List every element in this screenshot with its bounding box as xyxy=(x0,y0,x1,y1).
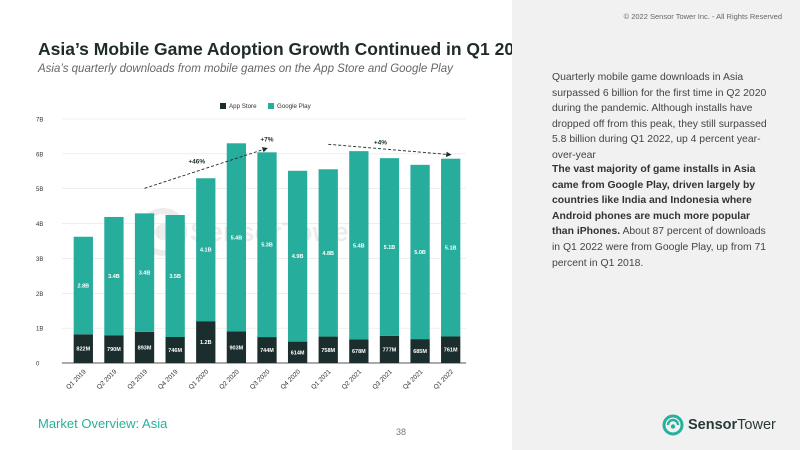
brand-name-bold: Sensor xyxy=(688,417,738,433)
data-label-app-store: 758M xyxy=(321,348,335,354)
data-label-google-play: 5.1B xyxy=(445,246,457,252)
bar-app-store xyxy=(410,339,430,363)
insight-paragraph-2-rest: About 87 percent of downloads in Q1 2022… xyxy=(552,226,767,269)
x-tick-label: Q3 2021 xyxy=(371,368,394,391)
brand-name-light: Tower xyxy=(737,417,776,433)
data-label-app-store: 761M xyxy=(444,348,458,354)
growth-annotation: +46% xyxy=(188,158,205,165)
data-label-google-play: 4.9B xyxy=(292,254,304,260)
y-tick-label: 1B xyxy=(36,327,43,333)
data-label-google-play: 3.4B xyxy=(108,274,120,280)
bar-google-play xyxy=(73,236,93,335)
page-subtitle: Asia’s quarterly downloads from mobile g… xyxy=(38,63,453,75)
bar-app-store xyxy=(226,331,247,363)
bar-app-store xyxy=(196,321,216,363)
growth-annotation: +7% xyxy=(260,136,273,143)
copyright-notice: © 2022 Sensor Tower Inc. - All Rights Re… xyxy=(623,12,782,21)
data-label-google-play: 5.4B xyxy=(231,235,243,241)
sensor-tower-logo: SensorTower xyxy=(662,414,776,436)
x-tick-label: Q3 2019 xyxy=(126,368,149,391)
y-tick-label: 0 xyxy=(36,362,40,368)
bar-app-store xyxy=(441,336,461,363)
data-label-google-play: 2.8B xyxy=(77,284,89,290)
x-tick-label: Q4 2020 xyxy=(279,368,302,391)
bar-google-play xyxy=(134,213,155,332)
data-label-google-play: 3.4B xyxy=(139,271,151,277)
sidebar-panel xyxy=(512,0,800,450)
bar-app-store xyxy=(318,336,338,363)
data-label-app-store: 893M xyxy=(138,345,152,351)
bar-google-play xyxy=(287,170,308,342)
bar-google-play xyxy=(410,164,430,340)
data-label-google-play: 5.3B xyxy=(261,243,273,249)
sensor-tower-logo-icon xyxy=(662,414,684,436)
bar-app-store xyxy=(287,341,308,363)
legend-label-google-play: Google Play xyxy=(277,103,312,110)
data-label-google-play: 5.0B xyxy=(414,250,426,256)
data-label-app-store: 903M xyxy=(230,345,244,351)
growth-annotation: +4% xyxy=(374,139,387,146)
data-label-app-store: 614M xyxy=(291,350,305,356)
content-panel: Asia’s Mobile Game Adoption Growth Conti… xyxy=(36,39,534,437)
data-label-app-store: 744M xyxy=(260,348,274,354)
data-label-app-store: 822M xyxy=(76,347,90,353)
page-title: Asia’s Mobile Game Adoption Growth Conti… xyxy=(38,39,534,59)
insight-paragraph-2-bold: The vast majority of game installs in As… xyxy=(552,164,756,238)
data-label-google-play: 5.4B xyxy=(353,243,365,249)
bar-google-play xyxy=(165,214,185,337)
x-tick-label: Q1 2020 xyxy=(188,368,211,391)
legend-label-app-store: App Store xyxy=(229,103,257,110)
bar-google-play xyxy=(196,178,216,322)
x-tick-label: Q4 2019 xyxy=(157,368,180,391)
data-label-google-play: 4.1B xyxy=(200,248,212,254)
x-tick-label: Q1 2022 xyxy=(433,368,456,391)
x-tick-label: Q1 2019 xyxy=(65,368,88,391)
trend-arrow xyxy=(144,147,268,189)
x-tick-label: Q4 2021 xyxy=(402,368,425,391)
bar-google-play xyxy=(441,158,461,337)
data-label-app-store: 1.2B xyxy=(200,340,212,346)
data-label-app-store: 746M xyxy=(168,348,182,354)
y-tick-label: 2B xyxy=(36,292,43,298)
bar-app-store xyxy=(134,331,155,363)
legend-swatch-app-store xyxy=(220,103,226,109)
y-tick-label: 7B xyxy=(36,118,43,124)
data-label-app-store: 777M xyxy=(383,347,397,353)
section-label: Market Overview: Asia xyxy=(38,416,168,431)
data-label-app-store: 678M xyxy=(352,349,366,355)
bar-app-store xyxy=(165,336,185,363)
brand-name: SensorTower xyxy=(688,417,776,433)
bar-google-play xyxy=(318,169,338,337)
bar-google-play xyxy=(349,151,369,340)
insight-paragraph-2: The vast majority of game installs in As… xyxy=(552,162,774,271)
bar-app-store xyxy=(379,335,400,363)
y-tick-label: 3B xyxy=(36,257,43,263)
bar-app-store xyxy=(257,337,277,363)
bar-app-store xyxy=(349,339,369,363)
y-tick-label: 5B xyxy=(36,187,43,193)
data-label-google-play: 3.5B xyxy=(169,274,181,280)
trend-arrow xyxy=(328,143,452,158)
data-label-app-store: 790M xyxy=(107,347,121,353)
bar-google-play xyxy=(257,152,277,338)
bar-app-store xyxy=(73,334,93,363)
x-tick-label: Q2 2020 xyxy=(218,368,241,391)
bar-google-play xyxy=(226,143,247,332)
bar-google-play xyxy=(379,158,400,336)
bar-app-store xyxy=(104,335,124,363)
x-tick-label: Q2 2021 xyxy=(341,368,364,391)
y-tick-label: 4B xyxy=(36,222,43,228)
insight-paragraph-1: Quarterly mobile game downloads in Asia … xyxy=(552,72,767,161)
data-label-google-play: 4.8B xyxy=(322,251,334,257)
data-label-app-store: 685M xyxy=(413,349,427,355)
x-tick-label: Q3 2020 xyxy=(249,368,272,391)
page-number: 38 xyxy=(396,427,407,437)
legend-swatch-google-play xyxy=(268,103,274,109)
data-label-google-play: 5.1B xyxy=(384,245,396,251)
x-tick-label: Q1 2021 xyxy=(310,368,333,391)
x-tick-label: Q2 2019 xyxy=(96,368,119,391)
bar-google-play xyxy=(104,216,124,336)
y-tick-label: 6B xyxy=(36,152,43,158)
